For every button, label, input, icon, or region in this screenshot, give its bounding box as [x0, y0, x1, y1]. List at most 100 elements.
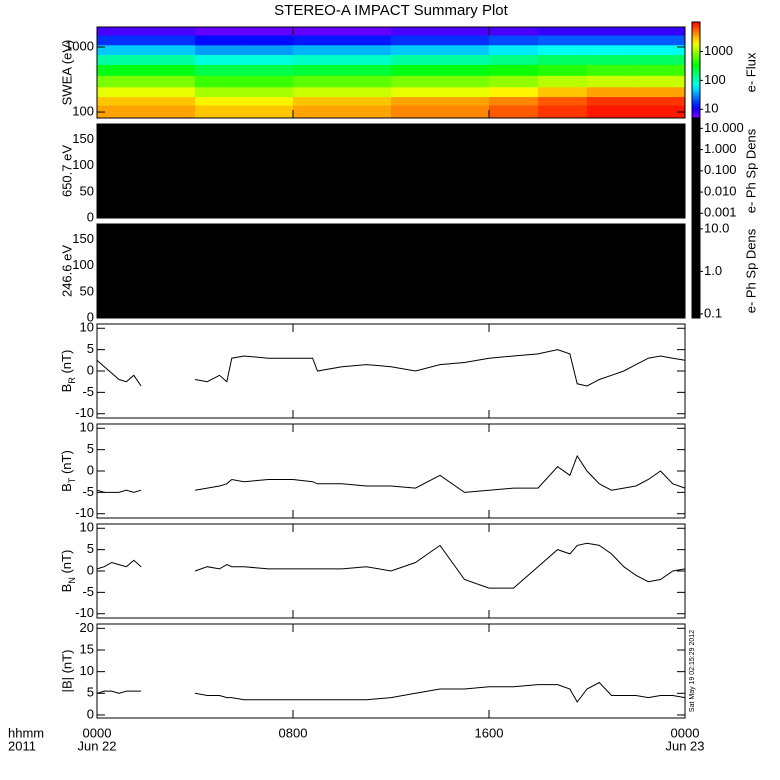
spectrogram-cell: [489, 75, 539, 88]
spectrogram-cell: [293, 54, 343, 65]
spectrogram-cell: [440, 27, 490, 36]
spectrogram-cell: [342, 44, 392, 56]
spectrogram-cell: [440, 86, 490, 98]
timestamp: Sat May 19 02:15:29 2012: [689, 630, 696, 712]
spectrogram-cell: [195, 44, 245, 56]
spectrogram-cell: [195, 75, 245, 88]
spectrogram-cell: [293, 27, 343, 36]
spectrogram-cell: [391, 104, 441, 119]
x-date-label: Jun 22: [77, 738, 116, 753]
spectrogram-cell: [489, 96, 539, 106]
spectrogram-cell: [293, 96, 343, 106]
spectrogram-cell: [391, 64, 441, 76]
spectrogram-cell: [391, 44, 441, 56]
spectrogram-cell: [587, 27, 637, 36]
spectrogram-cell: [146, 96, 196, 106]
y-tick-label: 0: [87, 562, 94, 577]
spectrogram-cell: [587, 104, 637, 119]
y-tick-label: 5: [87, 541, 94, 556]
data-line: [96, 454, 686, 493]
y-tick-label: 0: [87, 462, 94, 477]
colorbar-label: e- Ph Sp Dens: [743, 128, 758, 213]
colorbar: [691, 218, 701, 319]
y-tick-label: 5: [87, 441, 94, 456]
spectrogram-cell: [636, 44, 686, 56]
y-axis-label-part: (nT): [59, 550, 74, 577]
x-axis-label: 2011: [8, 738, 36, 753]
spectrogram-cell: [293, 104, 343, 119]
spectrogram-cell: [636, 104, 686, 119]
spectrogram-cell: [97, 64, 147, 76]
spectrogram-cell: [538, 54, 588, 65]
spectrogram-cell: [391, 34, 441, 46]
colorbar-tick-label: 0.010: [704, 183, 737, 198]
spectrogram-cell: [538, 75, 588, 88]
spectrogram-cell: [489, 34, 539, 46]
panel-frame: [96, 423, 686, 519]
y-axis-label: BT (nT): [59, 450, 77, 492]
y-axis-label-part: B: [59, 584, 74, 593]
spectrogram-cell: [97, 54, 147, 65]
y-tick-label: 10: [80, 520, 94, 535]
spectrogram-cell: [489, 104, 539, 119]
spectrogram-cell: [342, 34, 392, 46]
spectrogram-cell: [538, 96, 588, 106]
panel-frame: [96, 323, 686, 419]
spectrogram-cell: [636, 64, 686, 76]
y-tick-label: 150: [72, 131, 94, 146]
spectrogram-cell: [146, 104, 196, 119]
colorbar-label: e- Ph Sp Dens: [743, 228, 758, 313]
spectrogram-cell: [195, 54, 245, 65]
x-axis-label: hhmm: [8, 725, 44, 740]
spectrogram-cell: [636, 86, 686, 98]
y-tick-label: -5: [82, 484, 94, 499]
spectrogram-cell: [195, 96, 245, 106]
y-tick-label: -5: [82, 384, 94, 399]
spectrogram-cell: [146, 27, 196, 36]
colorbar-tick-label: 0.100: [704, 162, 737, 177]
y-axis-label: SWEA (eV): [59, 40, 74, 106]
y-tick-label: 15: [80, 641, 94, 656]
spectrogram-cell: [489, 64, 539, 76]
y-tick-label: 50: [80, 283, 94, 298]
spectrogram-cell: [538, 64, 588, 76]
y-axis-label-part: B: [59, 483, 74, 492]
spectrogram-cell: [244, 34, 294, 46]
panel-frame: [96, 623, 686, 719]
y-tick-label: -10: [75, 405, 94, 420]
y-axis-label-part: B: [59, 384, 74, 393]
y-axis-label: BR (nT): [59, 350, 77, 393]
spectrogram-cell: [244, 27, 294, 36]
x-tick-label: 0000: [83, 725, 112, 740]
spectrogram-cell: [587, 75, 637, 88]
spectrogram-cell: [342, 64, 392, 76]
spectrogram-cell: [538, 86, 588, 98]
x-date-label: Jun 23: [665, 738, 704, 753]
spectrogram-cell: [391, 75, 441, 88]
spectrogram-cell: [97, 104, 147, 119]
y-tick-label: 5: [87, 685, 94, 700]
spectrogram-cell: [342, 27, 392, 36]
y-tick-label: 5: [87, 341, 94, 356]
spectrogram-cell: [636, 34, 686, 46]
spectrogram-cell: [342, 75, 392, 88]
x-tick-label: 0800: [279, 725, 308, 740]
spectrogram-cell: [342, 86, 392, 98]
panel-frame: [96, 123, 686, 219]
y-tick-label: 100: [72, 157, 94, 172]
spectrogram-cell: [391, 96, 441, 106]
y-axis-label-part: (nT): [59, 450, 74, 477]
spectrogram-cell: [440, 75, 490, 88]
spectrogram-cell: [97, 34, 147, 46]
colorbar-tick-label: 1000: [704, 43, 733, 58]
colorbar-tick-label: 10.000: [704, 120, 744, 135]
spectrogram-cell: [97, 75, 147, 88]
y-axis-label: BN (nT): [59, 550, 77, 593]
spectrogram-cell: [97, 44, 147, 56]
plot-background: [97, 224, 685, 318]
y-tick-label: 0: [87, 362, 94, 377]
spectrogram-cell: [587, 54, 637, 65]
spectrogram-cell: [489, 54, 539, 65]
spectrogram-cell: [538, 44, 588, 56]
spectrogram-cell: [538, 27, 588, 36]
